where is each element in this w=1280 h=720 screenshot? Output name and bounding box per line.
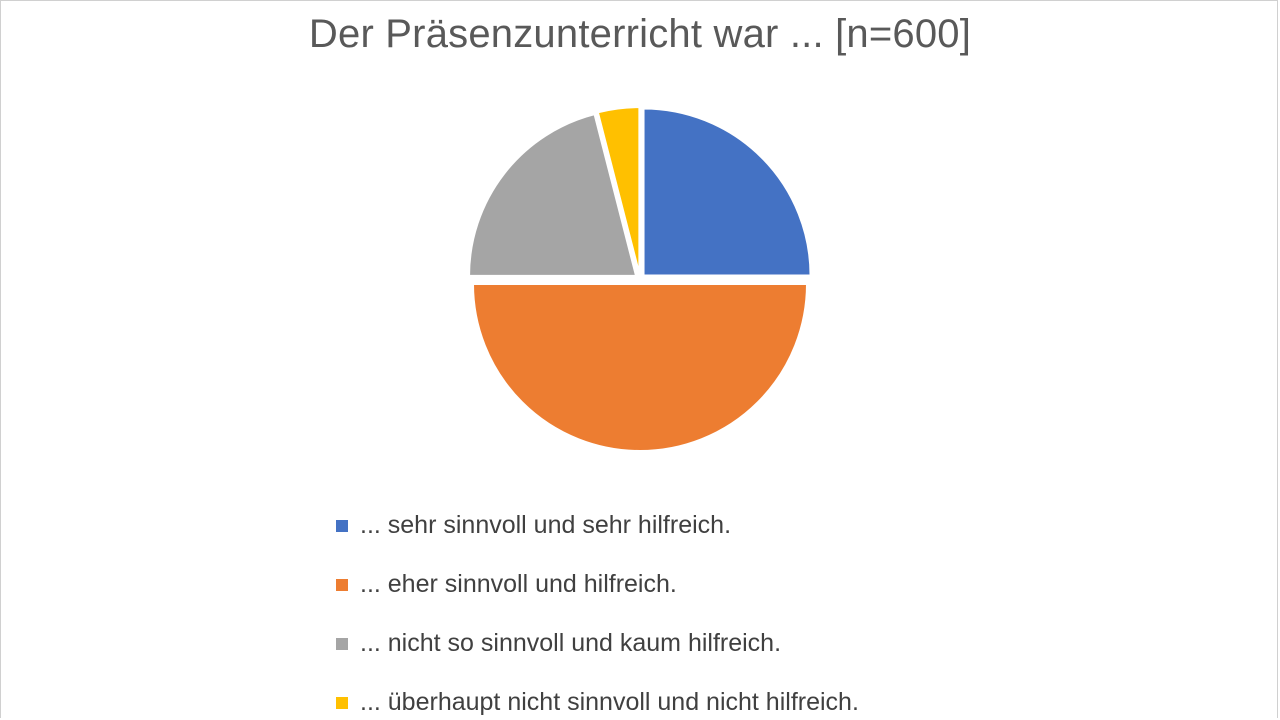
legend-swatch: [336, 696, 348, 709]
legend-item: ... sehr sinnvoll und sehr hilfreich.: [336, 496, 1096, 555]
legend: ... sehr sinnvoll und sehr hilfreich. ..…: [336, 496, 1096, 720]
chart-title: Der Präsenzunterricht war ... [n=600]: [308, 12, 972, 56]
pie-slices: [468, 106, 812, 452]
legend-label: ... überhaupt nicht sinnvoll und nicht h…: [360, 688, 859, 716]
legend-swatch: [336, 637, 348, 650]
legend-swatch: [336, 578, 348, 591]
legend-label: ... nicht so sinnvoll und kaum hilfreich…: [360, 629, 782, 657]
pie-slice-nicht-so: [468, 112, 638, 277]
legend-item: ... eher sinnvoll und hilfreich.: [336, 555, 1096, 614]
pie-slice-eher: [471, 283, 809, 452]
legend-swatch: [336, 519, 348, 532]
legend-item: ... nicht so sinnvoll und kaum hilfreich…: [336, 614, 1096, 673]
pie-slice-ueberhaupt-nicht: [596, 106, 641, 275]
legend-item: ... überhaupt nicht sinnvoll und nicht h…: [336, 673, 1096, 720]
legend-label: ... sehr sinnvoll und sehr hilfreich.: [360, 511, 732, 539]
legend-label: ... eher sinnvoll und hilfreich.: [360, 570, 677, 598]
pie-slice-sehr: [642, 107, 812, 277]
